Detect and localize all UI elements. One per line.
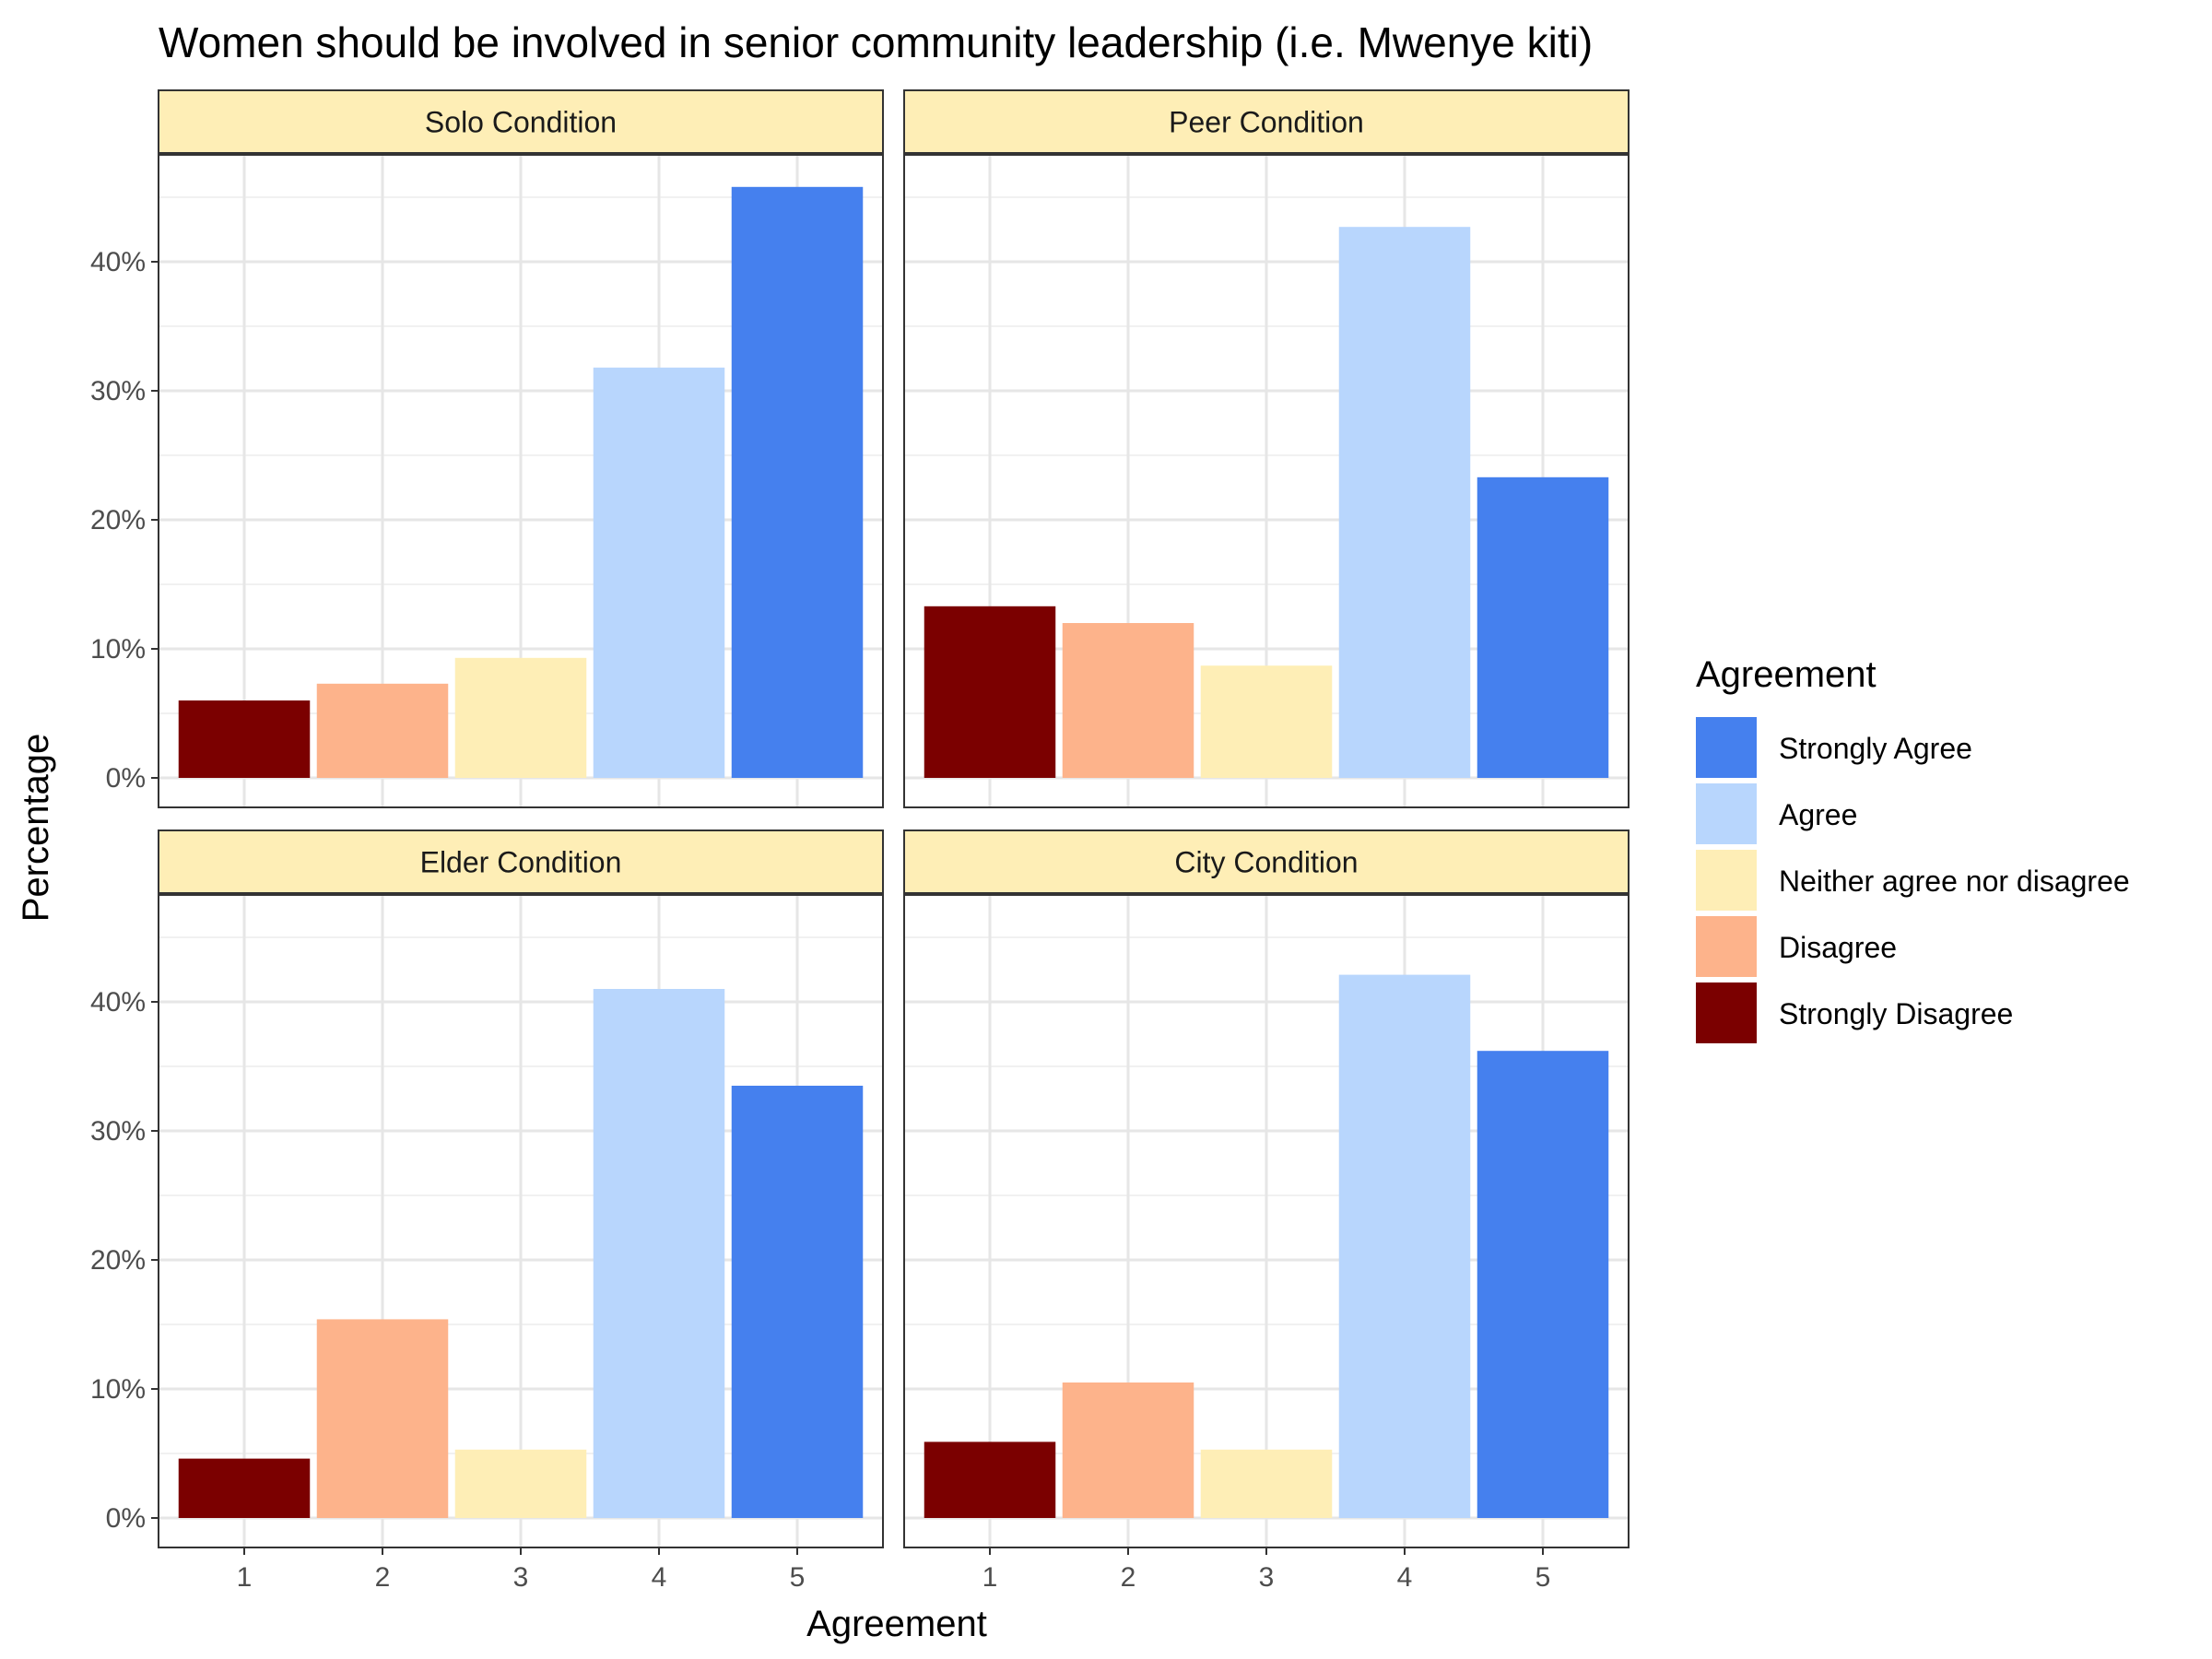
bar-solo-condition-3: [454, 657, 587, 778]
panel-solo-condition: Solo Condition 0% 10% 20% 30% 40%: [90, 89, 884, 808]
legend-item-disagree: Disagree: [1696, 916, 1897, 977]
legend-swatch: [1696, 982, 1757, 1043]
legend-swatch: [1696, 916, 1757, 977]
y-tick-label: 20%: [90, 505, 146, 535]
strip-label: Elder Condition: [420, 846, 622, 879]
x-tick-label: 2: [1121, 1562, 1136, 1593]
bar-city-condition-5: [1477, 1051, 1609, 1518]
bar-solo-condition-1: [178, 700, 311, 778]
bar-peer-condition-3: [1200, 665, 1333, 778]
bar-elder-condition-5: [731, 1086, 864, 1518]
legend-item-agree: Agree: [1696, 783, 1857, 844]
x-tick-label: 5: [790, 1562, 806, 1593]
x-axis-title: Agreement: [806, 1604, 987, 1644]
legend-swatch: [1696, 717, 1757, 778]
y-tick-label: 20%: [90, 1245, 146, 1276]
legend-title: Agreement: [1696, 654, 1877, 695]
y-tick-label: 10%: [90, 1374, 146, 1405]
bar-city-condition-2: [1062, 1382, 1194, 1518]
legend-label: Neither agree nor disagree: [1779, 865, 2130, 898]
legend: Agreement Strongly Agree Agree Neither agr…: [1696, 654, 2130, 1043]
y-tick-label: 30%: [90, 1116, 146, 1147]
bar-elder-condition-4: [593, 989, 725, 1518]
bar-solo-condition-2: [316, 683, 449, 778]
strip-label: City Condition: [1174, 846, 1358, 879]
bar-elder-condition-2: [316, 1319, 449, 1518]
x-tick-label: 1: [237, 1562, 253, 1593]
legend-swatch: [1696, 783, 1757, 844]
legend-label: Disagree: [1779, 931, 1897, 964]
x-tick-label: 4: [1397, 1562, 1413, 1593]
strip-label: Peer Condition: [1169, 106, 1364, 139]
panel-peer-condition: Peer Condition: [903, 89, 1630, 808]
legend-item-neither-agree-nor-disagree: Neither agree nor disagree: [1696, 850, 2130, 911]
y-tick-label: 0%: [106, 1503, 146, 1534]
chart-title: Women should be involved in senior commu…: [159, 18, 1593, 66]
bar-peer-condition-4: [1338, 227, 1471, 778]
y-axis-title: Percentage: [16, 734, 56, 923]
bar-peer-condition-5: [1477, 477, 1609, 778]
bar-elder-condition-3: [454, 1449, 587, 1518]
bar-solo-condition-4: [593, 367, 725, 778]
strip-background: [903, 830, 1630, 895]
bar-solo-condition-5: [731, 186, 864, 779]
panel-elder-condition: Elder Condition 0% 10% 20% 30% 40% 1 2 3 4 5: [90, 830, 884, 1593]
y-tick-label: 40%: [90, 247, 146, 277]
strip-label: Solo Condition: [425, 106, 617, 139]
y-tick-label: 30%: [90, 376, 146, 406]
x-tick-label: 3: [1259, 1562, 1275, 1593]
panel-city-condition: City Condition 1 2 3 4 5: [903, 830, 1630, 1593]
bar-peer-condition-1: [924, 606, 1056, 778]
legend-label: Strongly Agree: [1779, 732, 1972, 765]
legend-item-strongly-disagree: Strongly Disagree: [1696, 982, 2013, 1043]
legend-label: Strongly Disagree: [1779, 997, 2013, 1030]
bar-peer-condition-2: [1062, 623, 1194, 778]
x-tick-label: 2: [375, 1562, 391, 1593]
bar-city-condition-3: [1200, 1449, 1333, 1518]
bar-elder-condition-1: [178, 1458, 311, 1518]
bar-city-condition-1: [924, 1441, 1056, 1518]
bar-city-condition-4: [1338, 974, 1471, 1518]
y-tick-label: 0%: [106, 763, 146, 794]
x-tick-label: 3: [513, 1562, 529, 1593]
y-tick-label: 10%: [90, 634, 146, 665]
x-tick-label: 1: [982, 1562, 998, 1593]
x-tick-label: 5: [1535, 1562, 1551, 1593]
legend-item-strongly-agree: Strongly Agree: [1696, 717, 1972, 778]
x-tick-label: 4: [652, 1562, 667, 1593]
strip-background: [158, 830, 884, 895]
strip-background: [158, 89, 884, 155]
legend-swatch: [1696, 850, 1757, 911]
y-tick-label: 40%: [90, 987, 146, 1018]
legend-label: Agree: [1779, 798, 1857, 831]
